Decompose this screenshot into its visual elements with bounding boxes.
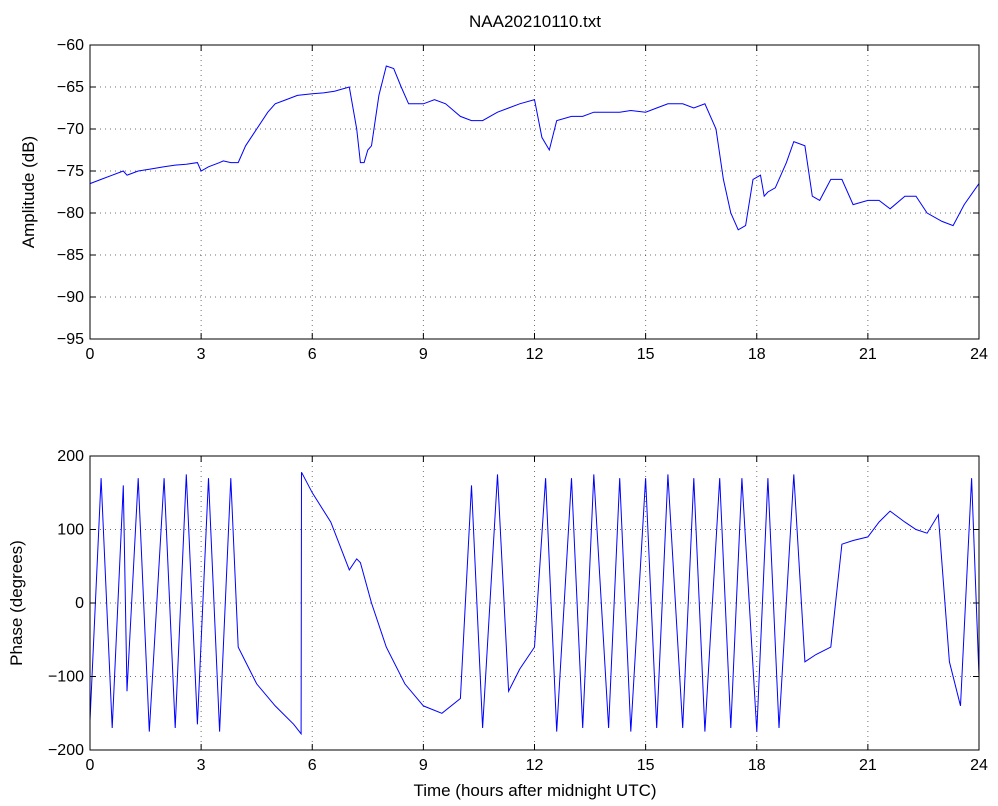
- y-tick-label: 100: [57, 522, 84, 539]
- y-tick-label: −90: [57, 289, 84, 306]
- y-tick-label: −200: [48, 742, 84, 759]
- y-tick-label: −85: [57, 247, 84, 264]
- x-tick-label: 12: [526, 757, 544, 774]
- series-line: [89, 471, 980, 736]
- amplitude-ticks: 0 3 6 9 12 15 18 21 24 −95 −90 −85 −80 −75 −70 −65 −60: [57, 37, 988, 363]
- x-tick-label: 9: [419, 346, 428, 363]
- y-tick-label: −60: [57, 37, 84, 54]
- x-tick-label: 0: [86, 757, 95, 774]
- x-tick-label: 18: [748, 757, 766, 774]
- y-tick-label: 0: [75, 595, 84, 612]
- y-tick-label: −75: [57, 163, 84, 180]
- x-tick-label: 24: [970, 757, 988, 774]
- y-tick-label: −70: [57, 121, 84, 138]
- x-tick-label: 24: [970, 346, 988, 363]
- amplitude-grid: [90, 45, 979, 339]
- time-x-axis-label: Time (hours after midnight UTC): [413, 781, 656, 800]
- chart-title: NAA20210110.txt: [469, 12, 601, 31]
- x-tick-label: 6: [308, 757, 317, 774]
- x-tick-label: 6: [308, 346, 317, 363]
- series-line: [89, 65, 980, 231]
- phase-panel: 0 3 6 9 12 15 18 21 24 −200 −100 0 100 200 Phase (deg…: [7, 448, 988, 800]
- x-tick-label: 3: [197, 757, 206, 774]
- phase-y-axis-label: Phase (degrees): [7, 540, 26, 666]
- x-tick-label: 0: [86, 346, 95, 363]
- phase-series: [89, 471, 980, 736]
- y-tick-label: −80: [57, 205, 84, 222]
- x-tick-label: 9: [419, 757, 428, 774]
- phase-ticks: 0 3 6 9 12 15 18 21 24 −200 −100 0 100 200: [48, 448, 988, 774]
- y-tick-label: 200: [57, 448, 84, 465]
- x-tick-label: 21: [859, 757, 877, 774]
- x-tick-label: 18: [748, 346, 766, 363]
- amplitude-panel: NAA20210110.txt 0 3 6 9 12 15 18 21 24 −95 −90 −85 −…: [19, 12, 988, 363]
- y-tick-label: −95: [57, 331, 84, 348]
- amplitude-series: [89, 65, 980, 231]
- amplitude-y-axis-label: Amplitude (dB): [19, 136, 38, 248]
- phase-grid: [90, 456, 979, 750]
- x-tick-label: 12: [526, 346, 544, 363]
- x-tick-label: 3: [197, 346, 206, 363]
- amplitude-axes-frame: [89, 44, 980, 340]
- y-tick-label: −65: [57, 79, 84, 96]
- x-tick-label: 21: [859, 346, 877, 363]
- y-tick-label: −100: [48, 669, 84, 686]
- x-tick-label: 15: [637, 757, 655, 774]
- x-tick-label: 15: [637, 346, 655, 363]
